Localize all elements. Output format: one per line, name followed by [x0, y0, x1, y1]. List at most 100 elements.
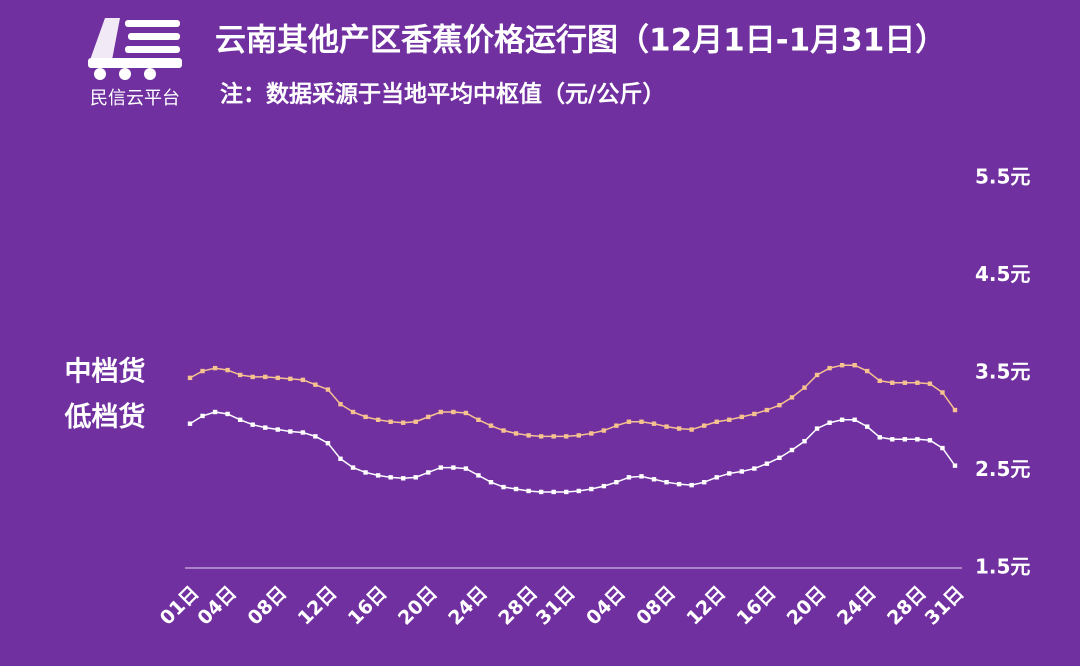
data-point	[915, 437, 920, 442]
data-point	[676, 426, 682, 431]
data-point	[877, 435, 882, 440]
data-point	[564, 434, 569, 439]
data-point	[313, 434, 318, 439]
data-point	[350, 409, 356, 415]
data-point	[438, 409, 444, 415]
data-point	[752, 411, 757, 417]
data-point	[877, 378, 882, 383]
data-point	[288, 429, 293, 434]
data-point	[814, 372, 820, 378]
data-point	[689, 427, 694, 432]
data-point	[689, 482, 694, 488]
data-point	[865, 424, 870, 429]
data-point	[551, 434, 556, 439]
data-point	[739, 469, 745, 474]
data-point	[764, 407, 770, 413]
data-point	[940, 390, 945, 395]
data-point	[375, 417, 381, 422]
data-point	[651, 477, 657, 482]
data-point	[413, 419, 418, 424]
logo	[88, 18, 182, 80]
data-point	[187, 375, 193, 381]
data-point	[915, 380, 920, 385]
data-point	[614, 480, 619, 485]
data-point	[237, 372, 243, 378]
data-point	[601, 428, 607, 433]
data-point	[275, 427, 280, 432]
brand: 民信云平台	[90, 88, 180, 109]
data-point	[237, 417, 243, 422]
data-point	[764, 461, 770, 466]
data-point	[263, 425, 268, 430]
data-point	[576, 433, 581, 438]
data-point	[476, 417, 481, 422]
data-point	[413, 475, 418, 480]
data-point	[400, 420, 406, 425]
data-point	[300, 377, 306, 383]
data-point	[701, 423, 707, 428]
data-point	[727, 417, 732, 422]
data-point	[288, 376, 293, 382]
data-point	[388, 419, 393, 424]
data-point	[538, 489, 544, 495]
data-point	[526, 488, 531, 494]
data-point	[789, 395, 795, 400]
data-point	[714, 475, 719, 480]
data-point	[802, 385, 807, 390]
data-point	[827, 365, 832, 371]
data-point	[350, 465, 356, 470]
data-point	[275, 375, 280, 381]
data-point	[839, 417, 845, 422]
data-point	[902, 437, 908, 442]
data-point	[526, 433, 531, 438]
data-point	[551, 489, 556, 495]
data-point	[651, 421, 657, 426]
data-point	[300, 430, 306, 435]
data-point	[626, 475, 632, 480]
data-point	[789, 447, 795, 453]
data-point	[250, 374, 255, 380]
data-point	[701, 480, 707, 485]
data-point	[338, 402, 343, 407]
data-point	[225, 411, 230, 417]
data-point	[727, 471, 732, 476]
data-point	[626, 419, 632, 424]
data-point	[225, 367, 230, 373]
data-point	[488, 423, 494, 428]
data-point	[777, 402, 782, 408]
data-point	[501, 428, 506, 433]
data-point	[839, 363, 845, 368]
data-point	[639, 419, 644, 424]
data-point	[463, 410, 469, 416]
y-tick-label: 5.5元	[975, 165, 1030, 189]
data-point	[476, 473, 481, 478]
data-point	[325, 441, 331, 446]
data-point	[451, 409, 456, 415]
chart-title: 云南其他产区香蕉价格运行图（12月1日-1月31日）	[215, 23, 946, 59]
data-point	[200, 413, 205, 419]
data-point	[714, 419, 719, 424]
data-point	[927, 381, 933, 386]
y-tick-label: 4.5元	[975, 262, 1030, 286]
data-point	[501, 484, 506, 490]
data-point	[388, 475, 393, 480]
data-point	[802, 439, 807, 444]
data-point	[739, 414, 745, 420]
chart-subtitle: 注：数据采源于当地平均中枢值（元/公斤）	[220, 81, 665, 108]
y-tick-label: 3.5元	[975, 360, 1030, 384]
data-point	[212, 365, 218, 371]
data-point	[752, 466, 757, 471]
data-point	[777, 455, 782, 461]
data-point	[852, 363, 857, 368]
data-point	[426, 470, 431, 475]
data-point	[927, 438, 933, 443]
data-point	[865, 368, 870, 374]
data-point	[639, 474, 644, 479]
data-point	[438, 465, 444, 470]
data-point	[338, 456, 343, 461]
data-point	[664, 480, 669, 485]
data-point	[313, 382, 318, 387]
data-point	[890, 437, 895, 442]
data-point	[564, 489, 569, 495]
data-point	[363, 414, 368, 420]
